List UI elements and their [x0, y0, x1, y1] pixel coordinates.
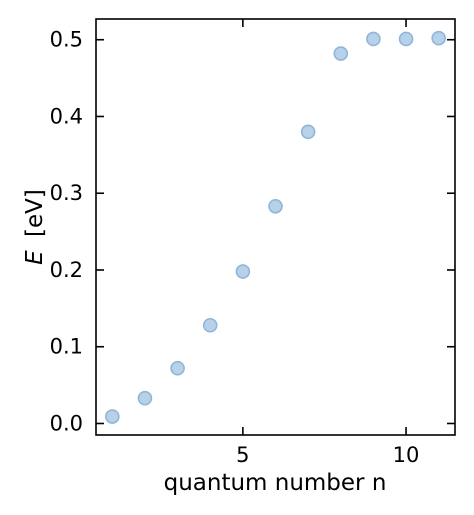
data-point	[333, 46, 349, 61]
data-point	[170, 360, 185, 376]
data-points	[105, 30, 446, 424]
data-point	[268, 198, 283, 214]
data-point	[300, 124, 316, 140]
data-point	[105, 409, 120, 424]
y-tick-label: 0.5	[50, 28, 83, 52]
x-tick-label: 10	[393, 443, 420, 467]
x-axis-label: quantum number n	[164, 470, 387, 496]
data-point	[202, 317, 218, 333]
plot-frame	[95, 18, 456, 436]
data-point	[398, 31, 414, 47]
data-point	[137, 390, 153, 406]
x-tick-label: 5	[236, 443, 249, 467]
y-tick-label: 0.3	[50, 181, 83, 205]
y-tick-label: 0.0	[50, 411, 83, 435]
y-tick-label: 0.4	[50, 104, 83, 128]
axis-ticks: 5 10 0.0 0.1 0.2 0.3 0.4 0.5	[50, 19, 455, 467]
y-axis-label-unit: [eV]	[22, 189, 48, 237]
y-axis-label-symbol: E	[22, 250, 48, 265]
y-axis-label: E [eV]	[22, 189, 48, 265]
y-tick-label: 0.1	[50, 335, 83, 359]
data-point	[366, 31, 381, 47]
y-tick-label: 0.2	[50, 258, 83, 282]
data-point	[431, 30, 446, 46]
data-point	[235, 264, 251, 279]
